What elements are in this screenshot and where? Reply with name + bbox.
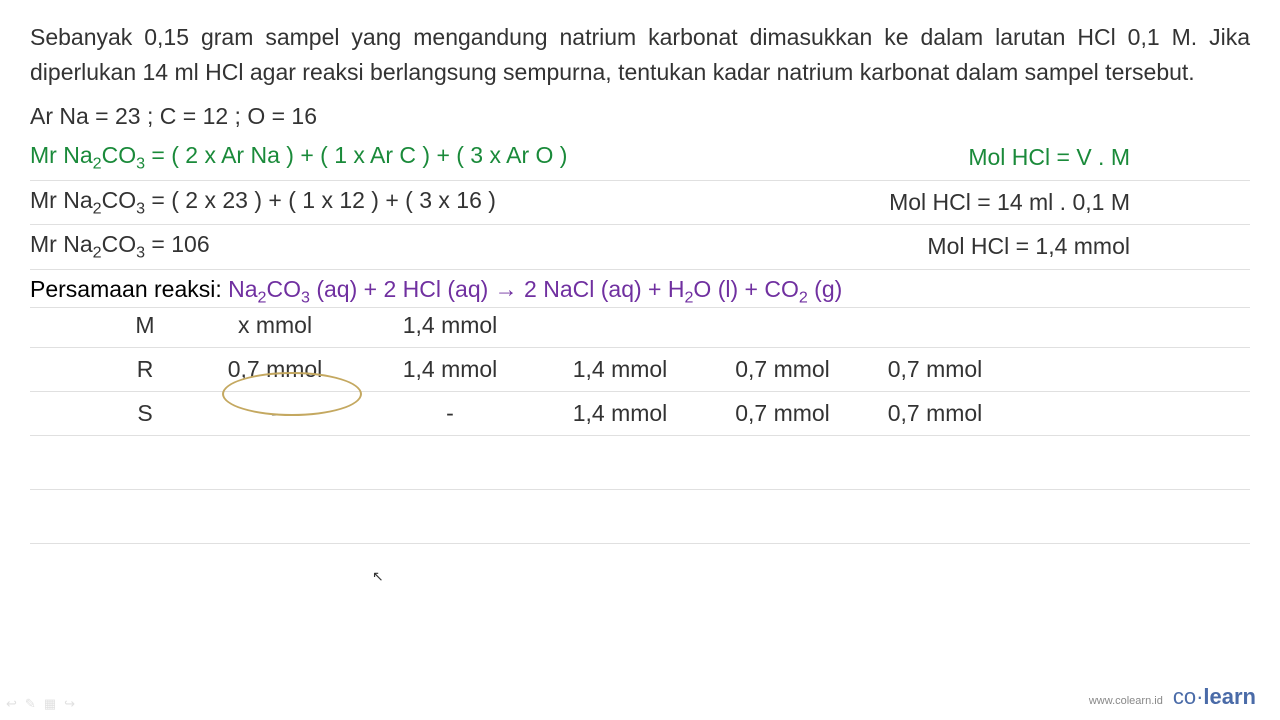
row-r-c4: 0,7 mmol: [705, 356, 860, 383]
row-r-c5: 0,7 mmol: [860, 356, 1010, 383]
co-label-3: CO: [102, 231, 137, 257]
mr-formula-line-2: Mr Na2CO3 = ( 2 x 23 ) + ( 1 x 12 ) + ( …: [30, 181, 1250, 226]
co2-sub: 2: [799, 288, 808, 306]
sub-3: 3: [136, 155, 145, 173]
mol-hcl-formula: Mol HCl = V . M: [968, 144, 1250, 171]
row-m-c2: 1,4 mmol: [365, 312, 535, 339]
sub-2: 2: [93, 155, 102, 173]
toolbar-icon-3[interactable]: ▦: [44, 696, 56, 712]
row-r-c3: 1,4 mmol: [535, 356, 705, 383]
toolbar-icon-4[interactable]: ↪: [64, 696, 75, 712]
main-content: Sebanyak 0,15 gram sampel yang mengandun…: [0, 0, 1280, 564]
r-plus1: + 2 HCl (aq): [357, 276, 494, 302]
toolbar-icon-1[interactable]: ↩: [6, 696, 17, 712]
mr-formula-line-1: Mr Na2CO3 = ( 2 x Ar Na ) + ( 1 x Ar C )…: [30, 136, 1250, 181]
row-r-c1: 0,7 mmol: [185, 356, 365, 383]
r-products: 2 NaCl (aq) + H: [518, 276, 685, 302]
mol-hcl-calc: Mol HCl = 14 ml . 0,1 M: [889, 189, 1250, 216]
empty-row-1: [30, 436, 1250, 490]
row-r-c2: 1,4 mmol: [365, 356, 535, 383]
row-m-label: M: [30, 312, 185, 339]
row-s-c2: -: [365, 400, 535, 427]
r-sub2: 2: [258, 288, 267, 306]
ar-text: Ar Na = 23 ; C = 12 ; O = 16: [30, 103, 317, 130]
table-row-r: R 0,7 mmol 1,4 mmol 1,4 mmol 0,7 mmol 0,…: [30, 348, 1250, 392]
ar-values: Ar Na = 23 ; C = 12 ; O = 16: [30, 97, 1250, 136]
sub-2b: 2: [93, 199, 102, 217]
h2o-end: O (l) + CO: [693, 276, 798, 302]
reaction-label: Persamaan reaksi:: [30, 276, 228, 302]
footer: www.colearn.id co·learn: [1089, 684, 1256, 710]
problem-statement: Sebanyak 0,15 gram sampel yang mengandun…: [30, 20, 1250, 89]
row-s-label: S: [30, 400, 185, 427]
row-s-c4: 0,7 mmol: [705, 400, 860, 427]
na-text: Na: [228, 276, 257, 302]
mr-formula-line-3: Mr Na2CO3 = 106 Mol HCl = 1,4 mmol: [30, 225, 1250, 270]
footer-logo: co·learn: [1173, 684, 1256, 710]
mr-formula-left-3: Mr Na2CO3 = 106: [30, 231, 210, 263]
table-row-s: S - - 1,4 mmol 0,7 mmol 0,7 mmol: [30, 392, 1250, 436]
mr-na-label-2: Mr Na: [30, 187, 93, 213]
reaction-formula: Na2CO3 (aq) + 2 HCl (aq) → 2 NaCl (aq) +…: [228, 276, 842, 302]
mr-na-label-3: Mr Na: [30, 231, 93, 257]
mr-na-label: Mr Na: [30, 142, 93, 168]
co2-end: (g): [808, 276, 843, 302]
empty-row-2: [30, 490, 1250, 544]
row-m-c1: x mmol: [185, 312, 365, 339]
mr-expr-2: = ( 2 x 23 ) + ( 1 x 12 ) + ( 3 x 16 ): [145, 187, 496, 213]
footer-url: www.colearn.id: [1089, 695, 1163, 707]
co-label-2: CO: [102, 187, 137, 213]
cursor-icon: ↖: [372, 568, 384, 585]
row-s-c5: 0,7 mmol: [860, 400, 1010, 427]
r-sub3: 3: [301, 288, 310, 306]
mr-formula-left-2: Mr Na2CO3 = ( 2 x 23 ) + ( 1 x 12 ) + ( …: [30, 187, 496, 219]
logo-learn: learn: [1203, 684, 1256, 709]
sub-3c: 3: [136, 244, 145, 262]
row-s-c3: 1,4 mmol: [535, 400, 705, 427]
table-row-m: M x mmol 1,4 mmol: [30, 307, 1250, 348]
mr-formula-left-1: Mr Na2CO3 = ( 2 x Ar Na ) + ( 1 x Ar C )…: [30, 142, 567, 174]
mr-expr-1: = ( 2 x Ar Na ) + ( 1 x Ar C ) + ( 3 x A…: [145, 142, 567, 168]
r-co: CO: [267, 276, 302, 302]
row-r-label: R: [30, 356, 185, 383]
sub-2c: 2: [93, 244, 102, 262]
toolbar-icon-2[interactable]: ✎: [25, 696, 36, 712]
co-label: CO: [102, 142, 137, 168]
row-s-c1: -: [185, 400, 365, 427]
mol-hcl-result: Mol HCl = 1,4 mmol: [927, 233, 1250, 260]
bottom-toolbar: ↩ ✎ ▦ ↪: [6, 696, 75, 712]
sub-3b: 3: [136, 199, 145, 217]
arrow-icon: →: [495, 276, 518, 302]
r-aq: (aq): [310, 276, 357, 302]
mr-result: = 106: [145, 231, 210, 257]
logo-co: co: [1173, 684, 1196, 709]
